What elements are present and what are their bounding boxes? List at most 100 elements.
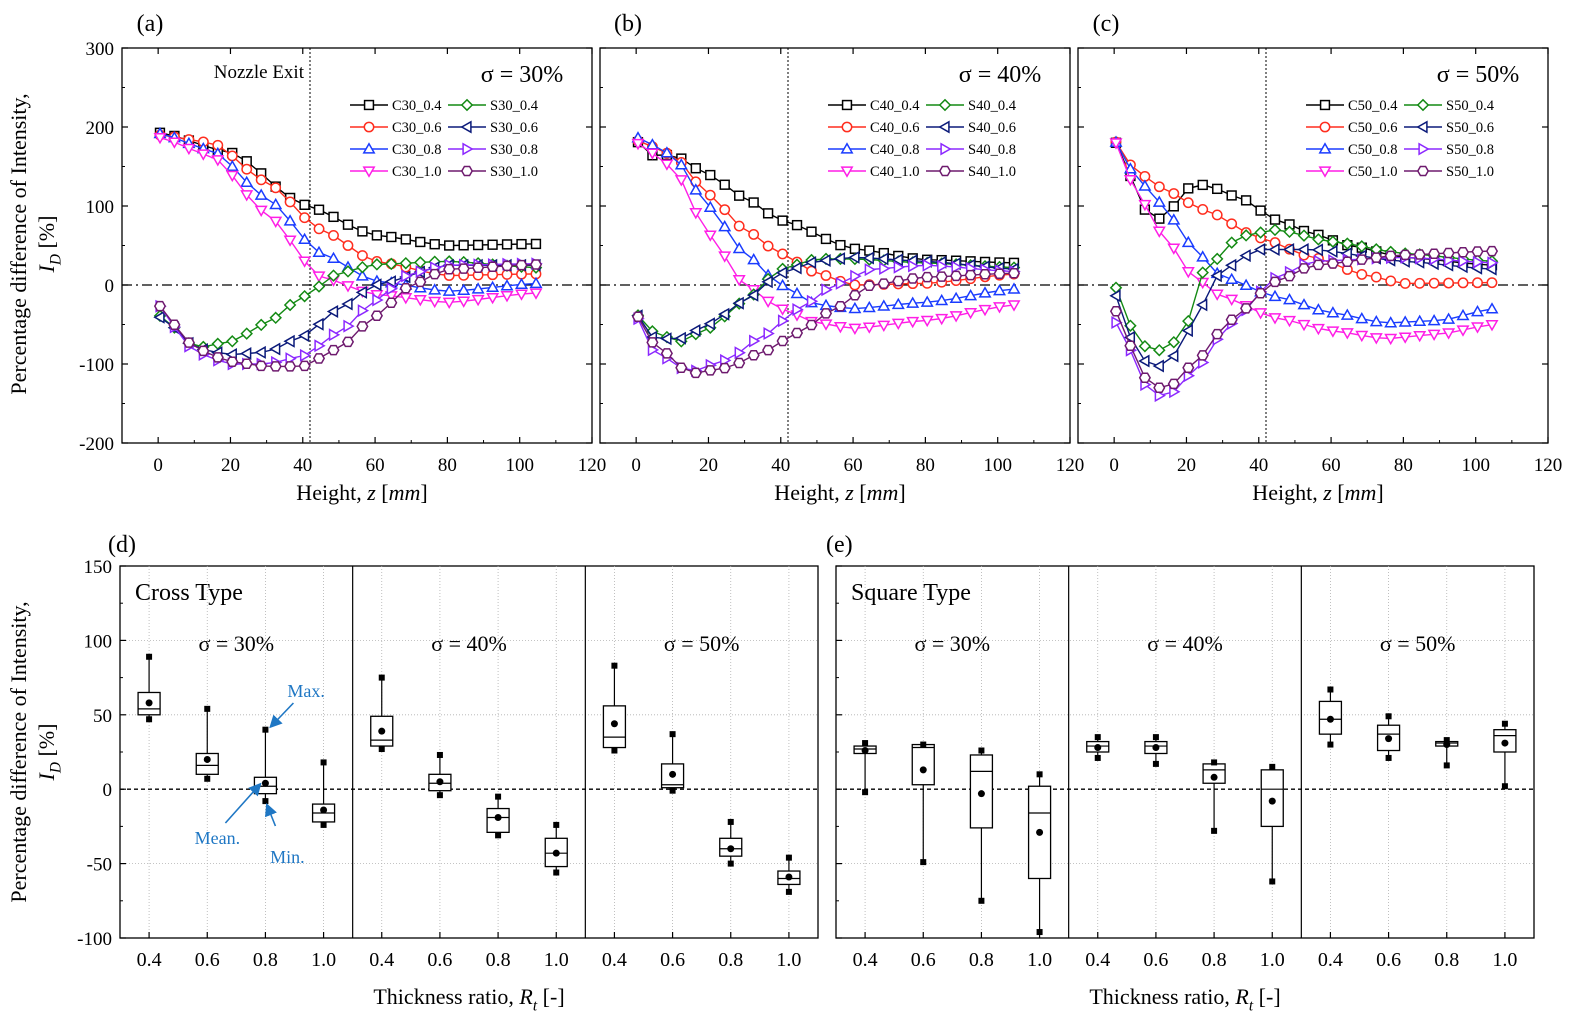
data-point (371, 230, 383, 241)
data-point (1458, 254, 1470, 268)
data-point (312, 271, 326, 283)
min-marker (1501, 783, 1508, 790)
data-point (1369, 314, 1383, 327)
data-point (1212, 183, 1223, 195)
legend-marker (462, 142, 474, 156)
y-tick-label: 100 (86, 197, 115, 218)
data-point (1456, 246, 1470, 258)
data-point (689, 183, 703, 195)
text-span: [ (859, 480, 866, 505)
data-point (283, 334, 295, 348)
data-point (762, 240, 774, 252)
legend-marker (840, 142, 854, 154)
data-point (862, 322, 876, 334)
text-span: H (1252, 480, 1268, 505)
data-point (343, 319, 355, 333)
data-point (1138, 339, 1152, 353)
data-point (1326, 258, 1339, 269)
data-point (1326, 306, 1340, 318)
data-point (153, 300, 167, 312)
data-point (675, 362, 688, 373)
x-tick-label: 80 (916, 455, 935, 476)
data-point (1369, 333, 1383, 345)
data-point (341, 297, 353, 311)
text-span: g (328, 480, 339, 505)
data-point (1138, 372, 1151, 383)
legend-label: C50_0.6 (1348, 120, 1398, 136)
min-arrow (265, 803, 277, 827)
y-axis-label-2: ID [%] (34, 216, 65, 274)
data-point (1109, 305, 1123, 317)
text-span: , (508, 984, 514, 1009)
text-span: % (34, 223, 59, 241)
y-tick-label: 0 (105, 276, 115, 297)
text-span: , (1224, 984, 1230, 1009)
plot-frame (835, 565, 1535, 939)
data-point (718, 362, 731, 374)
sigma-label: σ = 40% (1147, 631, 1223, 656)
y-tick-label: 300 (86, 39, 115, 60)
max-marker (262, 726, 269, 733)
data-point (167, 137, 181, 149)
text-span: i (322, 480, 328, 505)
data-point (978, 304, 992, 317)
legend-label: C40_0.8 (870, 142, 920, 158)
data-point (153, 132, 167, 145)
text-span: - (1266, 984, 1273, 1009)
data-point (1239, 278, 1253, 290)
data-point (1138, 179, 1152, 191)
data-point (298, 256, 312, 268)
data-point (689, 208, 703, 220)
data-point (877, 278, 890, 289)
text-span: a (475, 984, 485, 1009)
legend-label: S30_0.4 (490, 98, 539, 114)
data-point (1153, 181, 1165, 193)
data-point (442, 297, 456, 310)
data-point (312, 317, 324, 331)
data-point (848, 323, 862, 336)
x-tick-label: 0.6 (660, 949, 685, 971)
max-marker (204, 705, 211, 712)
text-span: [ (1337, 480, 1344, 505)
legend-label: S50_0.4 (1446, 98, 1495, 114)
data-point (1168, 201, 1179, 212)
data-point (384, 275, 396, 289)
data-point (1124, 340, 1137, 351)
data-point (732, 296, 744, 310)
data-point (689, 367, 702, 379)
data-point (790, 327, 804, 339)
data-point (732, 275, 746, 287)
max-marker (1094, 734, 1101, 741)
sigma-label: σ = 50% (1380, 631, 1456, 656)
data-point (283, 298, 297, 312)
data-point (1239, 229, 1253, 242)
data-point (342, 240, 354, 251)
mean-marker (436, 778, 444, 786)
text-span: e (436, 984, 446, 1009)
legend-marker (938, 120, 950, 134)
data-point (1442, 328, 1456, 340)
data-point (1297, 243, 1309, 256)
x-tick-label: 0.6 (1143, 949, 1168, 971)
text-span: h (1295, 480, 1306, 505)
data-point (471, 282, 485, 294)
min-marker (320, 821, 327, 828)
data-point (776, 304, 790, 316)
data-point (1471, 322, 1484, 334)
data-point (820, 233, 832, 245)
data-point (299, 212, 311, 224)
panel-label: (a) (137, 11, 164, 37)
data-point (1355, 330, 1369, 343)
legend-marker (1319, 121, 1331, 133)
data-point (1181, 267, 1195, 279)
data-point (370, 258, 384, 271)
y-tick-label: -100 (79, 355, 114, 376)
data-point (920, 315, 934, 328)
data-point (674, 331, 686, 345)
data-point (283, 235, 297, 247)
text-span: r (468, 984, 476, 1009)
x-tick-label: 0.8 (1202, 949, 1227, 971)
text-span: i (491, 984, 497, 1009)
text-span: r (1184, 984, 1192, 1009)
data-point (660, 332, 672, 346)
